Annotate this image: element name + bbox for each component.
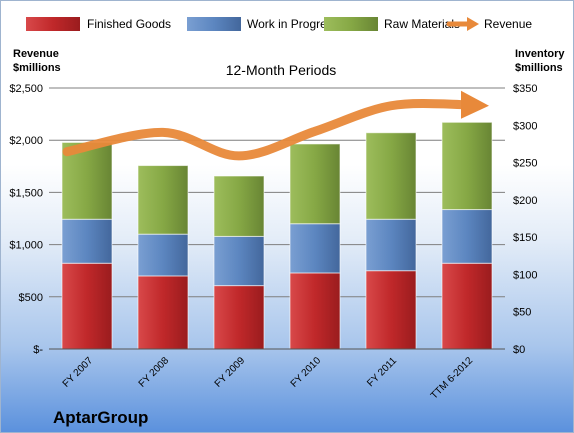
bar-raw-materials: [365, 132, 417, 220]
legend-label-finished-goods: Finished Goods: [87, 17, 171, 31]
right-tick-label: $200: [513, 195, 537, 207]
legend-label-work-in-progress: Work in Progress: [247, 17, 339, 31]
right-tick-label: $0: [513, 344, 525, 356]
bar-raw-materials: [441, 121, 493, 211]
bar-work-in-progress: [441, 209, 493, 264]
bar-finished-goods: [137, 275, 189, 350]
revenue-arrowhead: [461, 90, 489, 119]
bar-work-in-progress: [61, 218, 113, 264]
category-label: FY 2008: [137, 355, 172, 390]
bar-finished-goods: [441, 262, 493, 350]
category-label: FY 2009: [213, 355, 248, 390]
right-tick-label: $350: [513, 83, 537, 95]
left-tick-label: $1,000: [9, 240, 43, 252]
right-tick-label: $150: [513, 232, 537, 244]
revenue-line: [62, 90, 489, 161]
revenue-line-path: [62, 99, 472, 161]
legend: Finished Goods Work in Progress Raw Mate…: [26, 17, 532, 31]
right-tick-label: $250: [513, 158, 537, 170]
category-label: FY 2011: [365, 355, 399, 389]
left-tick-label: $2,500: [9, 83, 43, 95]
bar-raw-materials: [289, 143, 341, 225]
bar-work-in-progress: [289, 223, 341, 274]
bar-finished-goods: [289, 272, 341, 350]
company-name: AptarGroup: [53, 408, 148, 427]
bar-finished-goods: [365, 270, 417, 350]
legend-swatch-finished-goods: [26, 17, 80, 31]
bar-raw-materials: [137, 165, 189, 235]
bar-raw-materials: [61, 141, 113, 220]
legend-swatch-revenue: [446, 17, 479, 31]
legend-label-revenue: Revenue: [484, 17, 532, 31]
left-tick-label: $500: [19, 292, 43, 304]
right-tick-label: $100: [513, 269, 537, 281]
left-tick-label: $1,500: [9, 187, 43, 199]
bar-raw-materials: [213, 175, 265, 237]
left-axis-title-line2: $millions: [13, 62, 61, 74]
left-tick-label: $-: [33, 344, 43, 356]
right-axis-title-line2: $millions: [515, 62, 563, 74]
category-label: FY 2007: [61, 355, 96, 390]
category-label: FY 2010: [289, 355, 324, 390]
bar-work-in-progress: [365, 218, 417, 272]
left-tick-label: $2,000: [9, 135, 43, 147]
gridlines: [49, 87, 505, 298]
right-tick-label: $300: [513, 120, 537, 132]
right-axis-title-line1: Inventory: [515, 48, 565, 60]
category-label: TTM 6-2012: [429, 355, 476, 402]
legend-label-raw-materials: Raw Materials: [384, 17, 460, 31]
left-axis-title-line1: Revenue: [13, 48, 59, 60]
bar-work-in-progress: [137, 233, 189, 277]
right-tick-label: $50: [513, 307, 531, 319]
bar-finished-goods: [213, 285, 265, 350]
bar-work-in-progress: [213, 235, 265, 287]
legend-swatch-work-in-progress: [187, 17, 241, 31]
bar-finished-goods: [61, 262, 113, 350]
chart-title: 12-Month Periods: [226, 62, 337, 78]
legend-swatch-raw-materials: [324, 17, 378, 31]
bars: [61, 121, 493, 350]
